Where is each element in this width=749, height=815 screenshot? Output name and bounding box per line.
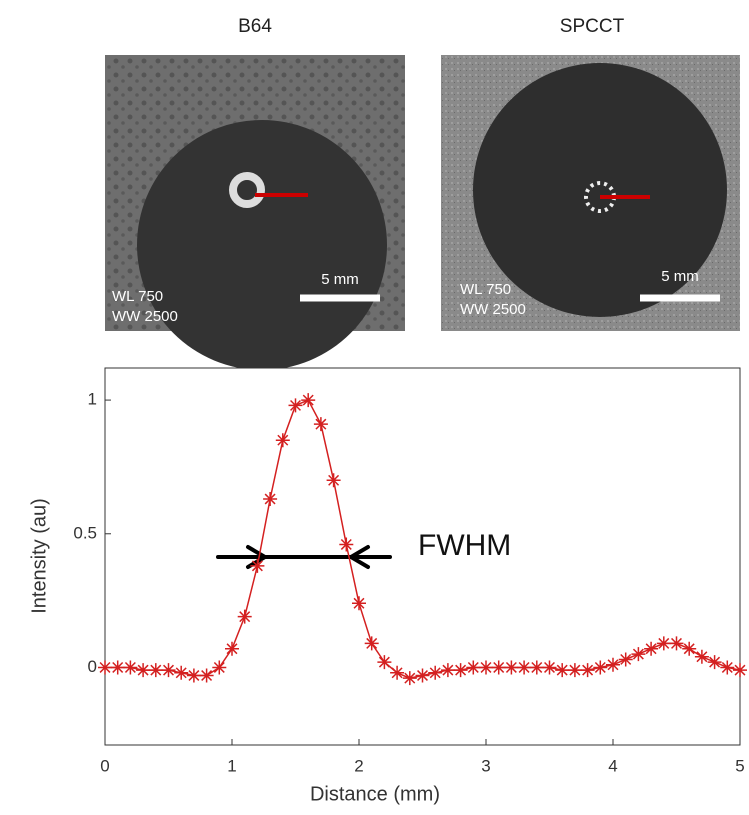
y-tick-label: 0 [88,657,97,676]
asterisk-marker [377,655,392,670]
asterisk-marker [504,660,519,675]
asterisk-marker [479,660,493,675]
x-tick-label: 3 [481,756,490,775]
y-tick-label: 0.5 [73,523,97,542]
asterisk-marker [555,663,570,678]
asterisk-marker [644,641,659,656]
asterisk-marker [250,558,265,573]
x-tick-label: 1 [227,756,236,775]
scale-label: 5 mm [321,271,359,288]
x-tick-label: 0 [100,756,109,775]
line-chart: Distance (mm) Intensity (au) FWHM 0 1 2 3 4 5… [28,367,747,805]
asterisk-marker [720,660,735,675]
phantom [137,120,387,370]
asterisk-marker [275,433,290,448]
asterisk-marker [148,663,163,678]
asterisk-marker [313,417,328,432]
asterisk-marker [415,668,430,683]
asterisk-marker [402,671,417,686]
wire [229,172,265,208]
asterisk-marker [606,657,620,672]
wl-label: WL 750 [460,281,511,298]
asterisk-marker [352,596,366,611]
asterisk-marker [263,492,278,507]
x-axis-label: Distance (mm) [310,783,440,805]
y-axis-label: Intensity (au) [28,498,50,614]
asterisk-marker [390,665,405,680]
asterisk-marker [225,641,239,656]
asterisk-marker [733,663,747,678]
ww-label: WW 2500 [460,301,526,318]
asterisk-marker [631,647,646,662]
ww-label: WW 2500 [112,308,178,325]
asterisk-marker [123,660,138,675]
asterisk-marker [136,663,151,678]
x-tick-label: 2 [354,756,363,775]
asterisk-marker [428,665,443,680]
fwhm-arrows [216,545,392,569]
asterisk-marker [580,663,595,678]
asterisk-marker [364,636,379,651]
asterisk-marker [98,660,112,675]
asterisk-marker [593,660,608,675]
wl-label: WL 750 [112,288,163,305]
asterisk-marker [339,537,354,552]
scale-label: 5 mm [661,268,699,285]
asterisk-marker [440,663,455,678]
asterisk-marker [110,660,125,675]
asterisk-marker [682,641,697,656]
x-tick-label: 5 [735,756,744,775]
asterisk-marker [491,660,506,675]
asterisk-marker [529,660,544,675]
asterisk-marker [237,609,252,624]
asterisk-marker [161,663,176,678]
asterisk-marker [212,660,227,675]
asterisk-marker [656,636,671,651]
asterisk-marker [199,668,214,683]
asterisk-marker [669,636,684,651]
annotation: FWHM [418,529,511,562]
asterisk-marker [301,393,316,408]
x-tick-label: 4 [608,756,617,775]
panel-title: SPCCT [560,16,625,37]
asterisk-marker [174,665,189,680]
asterisk-marker [326,473,341,488]
panel-title: B64 [238,16,272,37]
asterisk-marker [453,663,468,678]
asterisk-marker [618,652,633,667]
asterisk-marker [517,660,532,675]
asterisk-marker [542,660,557,675]
y-tick-label: 1 [88,390,97,409]
asterisk-marker [466,660,481,675]
asterisk-marker [186,668,201,683]
asterisk-marker [288,398,303,413]
asterisk-marker [694,649,709,664]
asterisk-marker [707,655,722,670]
phantom [473,63,727,317]
asterisk-marker [567,663,582,678]
